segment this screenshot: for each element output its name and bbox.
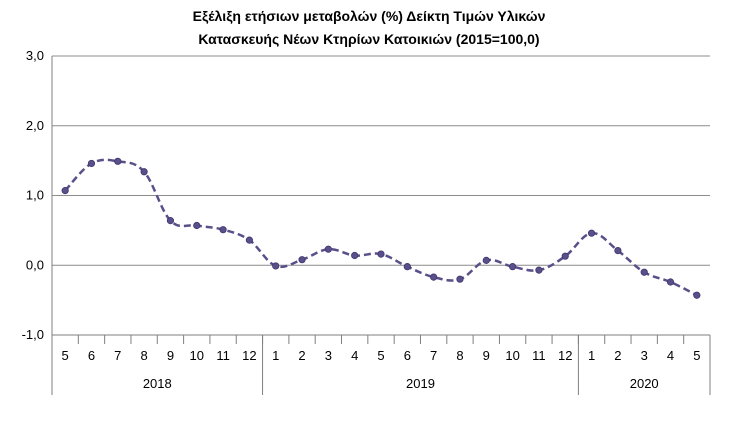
data-point <box>640 268 648 276</box>
x-tick-label: 3 <box>641 348 648 363</box>
chart-title-line1: Εξέλιξη ετήσιων μεταβολών (%) Δείκτη Τιμ… <box>193 8 546 24</box>
x-tick-label: 2 <box>614 348 621 363</box>
x-tick-label: 1 <box>272 348 279 363</box>
data-point <box>245 236 253 244</box>
data-point <box>377 250 385 258</box>
y-axis-tick-labels: 3,0 2,0 1,0 0,0 -1,0 <box>22 48 44 342</box>
data-point <box>324 245 332 253</box>
x-tick-label: 8 <box>141 348 148 363</box>
x-tick-label: 12 <box>242 348 256 363</box>
year-label: 2020 <box>630 376 659 391</box>
x-tick-label: 9 <box>483 348 490 363</box>
data-point <box>430 273 438 281</box>
data-point <box>456 275 464 283</box>
data-point <box>587 229 596 237</box>
chart-title-line2: Κατασκευής Νέων Κτηρίων Κατοικιών (2015=… <box>198 31 539 47</box>
y-tick-label: 0,0 <box>26 257 44 272</box>
data-point <box>298 256 306 264</box>
data-point <box>87 159 96 168</box>
x-tick-label: 4 <box>351 348 358 363</box>
x-tick-label: 3 <box>325 348 332 363</box>
x-tick-label: 7 <box>430 348 437 363</box>
data-point <box>403 263 411 271</box>
x-tick-label: 5 <box>693 348 700 363</box>
x-tick-label: 11 <box>216 348 230 363</box>
x-tick-label: 1 <box>588 348 595 363</box>
x-tick-label: 10 <box>505 348 519 363</box>
y-tick-label: -1,0 <box>22 327 44 342</box>
data-point <box>482 256 490 264</box>
data-point <box>614 247 622 255</box>
x-tick-label: 5 <box>377 348 384 363</box>
gridlines <box>52 55 710 266</box>
year-label: 2019 <box>406 376 435 391</box>
x-tick-label: 12 <box>558 348 572 363</box>
y-tick-label: 2,0 <box>26 118 44 133</box>
data-point <box>61 187 69 195</box>
y-tick-label: 3,0 <box>26 48 44 63</box>
data-point <box>535 266 543 274</box>
x-tick-label: 6 <box>404 348 411 363</box>
x-tick-label: 10 <box>190 348 204 363</box>
data-point <box>351 251 359 260</box>
data-point <box>193 221 201 230</box>
data-point <box>561 252 569 260</box>
data-point <box>219 226 227 234</box>
x-tick-label: 9 <box>167 348 174 363</box>
x-tick-label: 7 <box>114 348 121 363</box>
x-tick-label: 4 <box>667 348 674 363</box>
data-point <box>166 217 175 225</box>
data-point <box>693 291 701 299</box>
series-line-path <box>64 158 698 297</box>
x-tick-label: 8 <box>456 348 463 363</box>
x-tick-label: 11 <box>532 348 546 363</box>
x-tick-label: 6 <box>88 348 95 363</box>
data-point <box>114 157 122 165</box>
data-point <box>140 168 148 176</box>
x-tick-label: 5 <box>62 348 69 363</box>
y-tick-label: 1,0 <box>26 188 44 203</box>
series-line <box>64 158 698 297</box>
data-point <box>666 278 675 286</box>
year-label: 2018 <box>143 376 172 391</box>
series-markers <box>61 157 701 299</box>
data-point <box>508 263 517 271</box>
x-tick-label: 2 <box>298 348 305 363</box>
data-point <box>272 262 280 270</box>
